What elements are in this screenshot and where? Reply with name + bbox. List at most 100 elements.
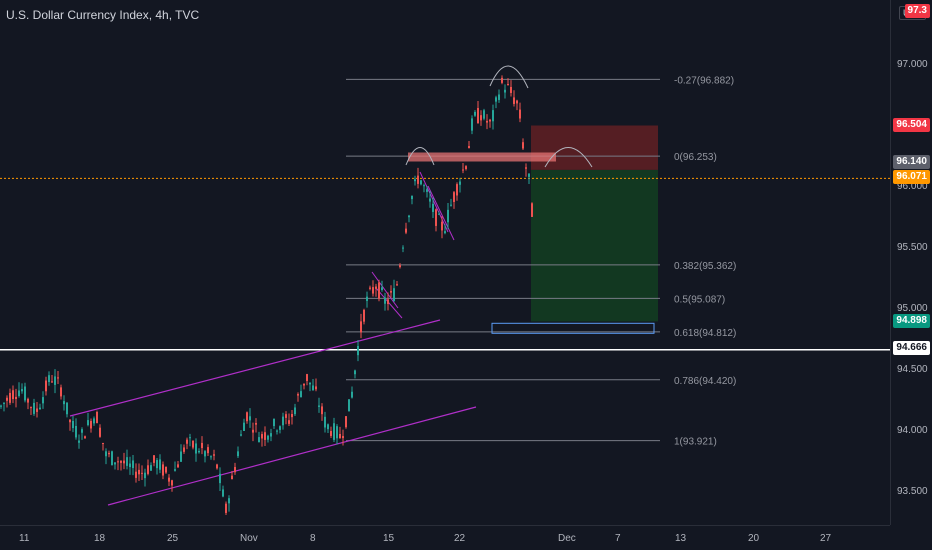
- candle-body: [495, 97, 497, 102]
- fib-target-box: [491, 322, 655, 334]
- candle-body: [165, 466, 167, 473]
- candle-body: [345, 416, 347, 428]
- candle-body: [462, 169, 464, 171]
- candle-body: [189, 437, 191, 439]
- candle-body: [456, 184, 458, 196]
- candle-body: [411, 195, 413, 200]
- candle-body: [60, 387, 62, 397]
- candle-body: [477, 108, 479, 124]
- price-tag-entry: 96.140: [893, 155, 930, 169]
- candle-body: [174, 469, 176, 471]
- candle-body: [297, 394, 299, 396]
- candle-body: [249, 416, 251, 421]
- fib-level-label: 0.5(95.087): [674, 294, 725, 305]
- flag-line: [371, 271, 399, 309]
- candle-body: [459, 181, 461, 185]
- candle-body: [117, 461, 119, 463]
- candle-body: [513, 97, 515, 104]
- candle-body: [57, 377, 59, 379]
- candle-body: [225, 503, 227, 513]
- candle-body: [426, 189, 428, 192]
- price-tick-label: 96.000: [897, 181, 928, 192]
- shoulder-arc: [544, 147, 593, 168]
- fib-level-label: 0.382(95.362): [674, 261, 736, 272]
- candle-body: [186, 439, 188, 444]
- price-scale[interactable]: USD 97.00096.50096.00095.50095.00094.500…: [890, 0, 932, 525]
- time-tick-label: 27: [820, 533, 832, 544]
- flag-line: [419, 171, 449, 233]
- candle-body: [18, 390, 20, 396]
- candle-body: [183, 447, 185, 452]
- price-tick-label: 94.500: [897, 364, 928, 375]
- candle-body: [264, 432, 266, 440]
- candle-body: [279, 426, 281, 430]
- head-arc: [489, 65, 529, 89]
- candle-body: [318, 405, 320, 407]
- candle-body: [258, 437, 260, 443]
- candle-body: [36, 408, 38, 412]
- candle-body: [42, 397, 44, 404]
- time-tick-label: 25: [167, 533, 179, 544]
- fib-level-label: 1(93.921): [674, 437, 717, 448]
- candle-body: [132, 460, 134, 469]
- candle-body: [510, 86, 512, 93]
- price-tick-label: 93.500: [897, 486, 928, 497]
- candle-body: [273, 418, 275, 427]
- fib-level-label: -0.27(96.882): [674, 75, 734, 86]
- channel-lower-line: [107, 406, 477, 506]
- take-profit-zone: [531, 169, 658, 322]
- candle-body: [12, 390, 14, 400]
- time-tick-label: Nov: [240, 533, 258, 544]
- candle-body: [531, 203, 533, 217]
- candle-body: [519, 109, 521, 119]
- candle-body: [219, 473, 221, 484]
- candle-body: [45, 380, 47, 392]
- candle-body: [378, 282, 380, 299]
- shoulder-arc: [405, 147, 435, 166]
- candle-body: [432, 203, 434, 212]
- candle-body: [489, 119, 491, 122]
- chart-area[interactable]: -0.27(96.882) 0(96.253) 0.382(95.362) 0.5(9…: [0, 0, 890, 525]
- candle-body: [78, 440, 80, 443]
- flag-line: [427, 185, 455, 241]
- candle-body: [39, 407, 41, 410]
- fib-level-label: 0(96.253): [674, 152, 717, 163]
- candle-body: [501, 77, 503, 83]
- candle-body: [255, 423, 257, 425]
- scale-corner: [890, 525, 932, 550]
- channel-upper-line: [69, 319, 441, 417]
- candle-body: [375, 286, 377, 289]
- candle-body: [285, 414, 287, 418]
- candle-body: [111, 451, 113, 466]
- candle-body: [306, 374, 308, 382]
- candle-body: [114, 462, 116, 465]
- candle-body: [51, 381, 53, 383]
- candle-body: [69, 419, 71, 423]
- candle-body: [201, 442, 203, 449]
- candle-body: [342, 436, 344, 439]
- candle-body: [105, 451, 107, 457]
- candle-body: [213, 454, 215, 456]
- candle-body: [471, 118, 473, 131]
- candle-body: [300, 391, 302, 398]
- candle-body: [90, 420, 92, 429]
- candle-body: [0, 405, 2, 407]
- candle-body: [387, 299, 389, 304]
- candle-body: [180, 451, 182, 462]
- symbol-title[interactable]: U.S. Dollar Currency Index, 4h, TVC: [6, 8, 203, 22]
- candle-body: [435, 209, 437, 226]
- candle-body: [129, 463, 131, 468]
- time-scale[interactable]: 11 18 25 Nov 8 15 22 Dec 7 13 20 27: [0, 525, 890, 550]
- fib-level-label: 0.618(94.812): [674, 328, 736, 339]
- candle-body: [27, 398, 29, 403]
- stop-loss-zone: [531, 125, 658, 170]
- candle-body: [243, 422, 245, 431]
- candle-body: [84, 436, 86, 439]
- time-tick-label: 15: [383, 533, 395, 544]
- candle-body: [192, 440, 194, 448]
- time-tick-label: 20: [748, 533, 760, 544]
- price-chart[interactable]: -0.27(96.882) 0(96.253) 0.382(95.362) 0.5(9…: [0, 0, 890, 525]
- candle-body: [54, 376, 56, 385]
- candle-body: [315, 386, 317, 390]
- price-tick-label: 94.000: [897, 425, 928, 436]
